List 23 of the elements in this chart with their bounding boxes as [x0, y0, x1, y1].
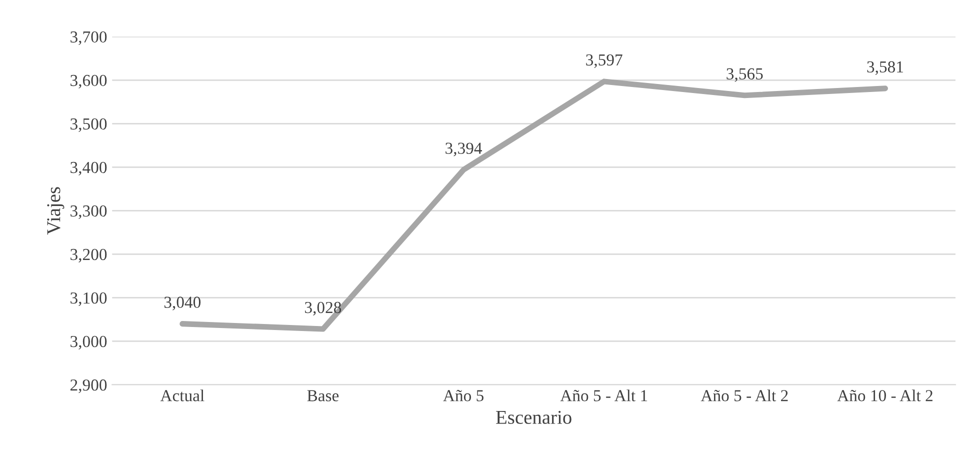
x-tick-label: Base [307, 390, 339, 402]
x-axis-title: Escenario [496, 410, 572, 424]
x-tick-label: Año 5 [443, 390, 484, 402]
y-tick-label: 3,200 [70, 248, 107, 263]
y-tick-label: 3,600 [70, 74, 107, 88]
data-label: 3,581 [867, 61, 903, 75]
data-label: 3,394 [446, 142, 482, 156]
y-tick-label: 3,300 [70, 205, 107, 220]
y-tick-label: 3,700 [70, 31, 107, 45]
y-tick-label: 3,500 [70, 118, 107, 132]
y-tick-label: 3,100 [70, 292, 107, 306]
x-tick-label: Año 5 - Alt 1 [560, 390, 648, 402]
x-tick-label: Año 5 - Alt 2 [700, 390, 788, 402]
data-label: 3,565 [726, 68, 763, 82]
y-tick-label: 3,000 [70, 336, 107, 350]
data-label: 3,028 [305, 302, 342, 316]
x-tick-label: Actual [160, 390, 204, 402]
y-tick-label: 2,900 [70, 379, 107, 394]
y-tick-label: 3,400 [70, 162, 107, 176]
data-label: 3,040 [164, 296, 201, 310]
data-label: 3,597 [586, 54, 622, 68]
y-axis-title: Viajes [47, 187, 64, 235]
x-tick-label: Año 10 - Alt 2 [837, 390, 932, 402]
